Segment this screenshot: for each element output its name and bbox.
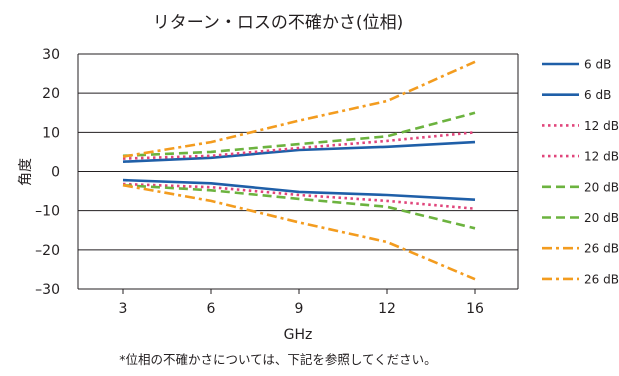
x-tick-label: 6 xyxy=(207,301,216,317)
y-tick-label: –10 xyxy=(35,204,60,220)
series-line xyxy=(122,182,476,210)
y-tick-label: –30 xyxy=(35,282,60,298)
chart-title: リターン・ロスの不確かさ(位相) xyxy=(153,13,403,33)
y-tick-label: 30 xyxy=(42,47,60,63)
footnote: *位相の不確かさについては、下記を参照してください。 xyxy=(119,352,436,367)
series-line xyxy=(122,111,476,158)
legend-label: 20 dB xyxy=(584,211,619,225)
legend-label: 26 dB xyxy=(584,272,619,286)
y-axis-label: 角度 xyxy=(18,158,34,186)
x-tick-label: 12 xyxy=(378,301,396,317)
legend-label: 12 dB xyxy=(584,150,619,164)
x-tick-labels: 3 6 9 12 16 xyxy=(119,301,484,317)
legend-label: 20 dB xyxy=(584,180,619,194)
series-lines xyxy=(122,60,476,281)
legend-label: 6 dB xyxy=(584,58,611,72)
legend-label: 12 dB xyxy=(584,119,619,133)
series-line xyxy=(122,183,476,230)
grid-lines xyxy=(78,53,518,290)
y-tick-label: 0 xyxy=(51,165,60,181)
x-tick-label: 9 xyxy=(295,301,304,317)
y-tick-labels: 30 20 10 0 –10 –20 –30 xyxy=(35,47,60,298)
y-tick-label: –20 xyxy=(35,243,60,259)
legend: 6 dB 6 dB 12 dB 12 dB 20 dB 20 dB 26 dB 26 dB xyxy=(542,58,619,286)
series-line xyxy=(122,140,476,163)
x-axis-label: GHz xyxy=(284,327,313,343)
series-line xyxy=(122,183,476,281)
y-tick-label: 10 xyxy=(42,125,60,141)
legend-label: 6 dB xyxy=(584,88,611,102)
x-tick-label: 16 xyxy=(466,301,484,317)
y-tick-label: 20 xyxy=(42,86,60,102)
series-line xyxy=(122,131,476,160)
axes xyxy=(77,54,519,294)
x-tick-label: 3 xyxy=(119,301,128,317)
series-line xyxy=(122,60,476,158)
series-line xyxy=(122,178,476,201)
legend-label: 26 dB xyxy=(584,242,619,256)
